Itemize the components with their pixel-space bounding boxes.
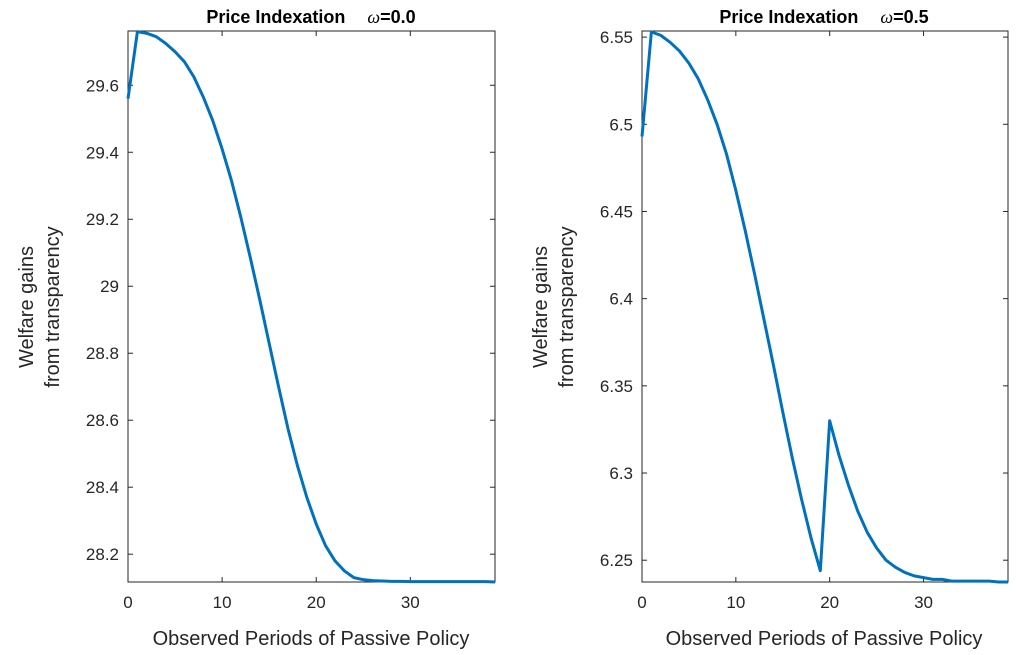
y-tick-label: 29 xyxy=(100,277,119,296)
y-tick-label: 6.4 xyxy=(609,290,633,309)
x-tick-label: 20 xyxy=(307,593,326,612)
x-tick-label: 10 xyxy=(726,593,745,612)
x-tick-label: 30 xyxy=(914,593,933,612)
panel-omega-0-5: Price Indexation ω=0.5 Observed Periods o… xyxy=(530,7,1009,650)
y-tick-label: 6.35 xyxy=(600,377,633,396)
x-tick-label: 30 xyxy=(401,593,420,612)
title-text: Price Indexation xyxy=(206,7,345,27)
y-axis-label-line1: Welfare gains xyxy=(16,246,38,368)
y-tick-label: 28.8 xyxy=(86,344,119,363)
y-axis-label-line1: Welfare gains xyxy=(530,246,552,368)
y-tick-label: 29.4 xyxy=(86,143,119,162)
y-tick-label: 28.2 xyxy=(86,545,119,564)
axes-box xyxy=(127,30,496,583)
series-line xyxy=(126,30,496,584)
y-tick-label: 6.55 xyxy=(600,28,633,47)
y-tick-label: 29.6 xyxy=(86,76,119,95)
omega-symbol: ω xyxy=(880,7,893,27)
y-tick-label: 6.45 xyxy=(600,202,633,221)
y-tick-label: 29.2 xyxy=(86,210,119,229)
x-tick-label: 0 xyxy=(123,593,132,612)
x-tick-label: 20 xyxy=(820,593,839,612)
axes-box xyxy=(641,30,1009,583)
y-tick-label: 6.3 xyxy=(609,464,633,483)
omega-value: =0.0 xyxy=(380,7,416,27)
panel-title: Price Indexation ω=0.0 xyxy=(206,7,415,27)
x-axis-label: Observed Periods of Passive Policy xyxy=(666,628,983,650)
x-axis-label: Observed Periods of Passive Policy xyxy=(153,628,470,650)
title-text: Price Indexation xyxy=(719,7,858,27)
omega-symbol: ω xyxy=(367,7,380,27)
panel-title: Price Indexation ω=0.5 xyxy=(719,7,928,27)
y-tick-label: 28.6 xyxy=(86,411,119,430)
y-axis-label-line2: from transparency xyxy=(42,226,64,387)
x-tick-label: 10 xyxy=(213,593,232,612)
x-tick-label: 0 xyxy=(637,593,646,612)
omega-value: =0.5 xyxy=(893,7,929,27)
y-tick-label: 6.25 xyxy=(600,551,633,570)
y-tick-label: 28.4 xyxy=(86,478,119,497)
y-axis-label-line2: from transparency xyxy=(556,226,578,387)
y-tick-label: 6.5 xyxy=(609,115,633,134)
series-line xyxy=(640,30,1008,584)
panel-omega-0: Price Indexation ω=0.0 Observed Periods o… xyxy=(16,7,496,650)
